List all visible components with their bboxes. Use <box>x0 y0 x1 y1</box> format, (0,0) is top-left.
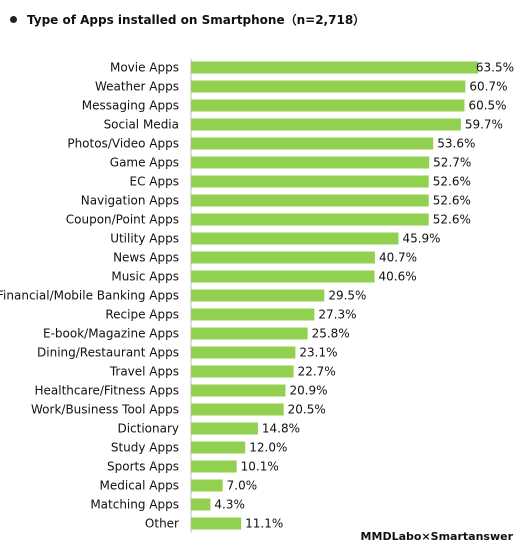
bars-layer <box>191 61 478 530</box>
data-label: 60.5% <box>468 99 506 113</box>
category-label: Recipe Apps <box>105 308 179 322</box>
category-label: E-book/Magazine Apps <box>43 327 179 341</box>
bar <box>191 137 434 150</box>
data-label: 40.7% <box>379 251 417 265</box>
category-label: Work/Business Tool Apps <box>31 403 179 417</box>
data-label: 23.1% <box>299 346 337 360</box>
bullet-icon <box>10 16 17 23</box>
bar <box>191 99 465 112</box>
bar <box>191 156 430 169</box>
bar <box>191 365 294 378</box>
category-label: Matching Apps <box>90 498 179 512</box>
data-label: 53.6% <box>437 137 475 151</box>
bar <box>191 460 237 473</box>
data-label: 4.3% <box>214 498 245 512</box>
category-label: Dictionary <box>117 422 179 436</box>
bar <box>191 118 461 131</box>
data-label: 10.1% <box>241 460 279 474</box>
data-label: 14.8% <box>262 422 300 436</box>
bar <box>191 517 242 530</box>
bar <box>191 270 375 283</box>
category-label: Game Apps <box>110 156 179 170</box>
category-label: Navigation Apps <box>81 194 179 208</box>
data-label: 20.5% <box>288 403 326 417</box>
category-label: Movie Apps <box>110 61 179 75</box>
bar <box>191 175 429 188</box>
data-label: 59.7% <box>465 118 503 132</box>
bar <box>191 80 466 93</box>
data-label: 52.6% <box>433 194 471 208</box>
data-label: 29.5% <box>328 289 366 303</box>
bar <box>191 498 211 511</box>
data-label: 52.6% <box>433 213 471 227</box>
data-label: 12.0% <box>249 441 287 455</box>
category-label: News Apps <box>113 251 179 265</box>
category-label: Social Media <box>104 118 179 132</box>
category-label: Healthcare/Fitness Apps <box>34 384 179 398</box>
bar <box>191 61 478 74</box>
category-label: Messaging Apps <box>82 99 179 113</box>
category-label: Medical Apps <box>100 479 179 493</box>
bar <box>191 479 223 492</box>
bar <box>191 384 286 397</box>
bar <box>191 213 429 226</box>
bar <box>191 308 315 321</box>
data-label: 63.5% <box>476 61 514 75</box>
data-label: 25.8% <box>312 327 350 341</box>
bar <box>191 194 429 207</box>
category-label: Utility Apps <box>110 232 179 246</box>
data-label: 60.7% <box>469 80 507 94</box>
data-label: 27.3% <box>318 308 356 322</box>
bar <box>191 403 284 416</box>
data-label: 40.6% <box>378 270 416 284</box>
category-label: Coupon/Point Apps <box>66 213 179 227</box>
category-label: Study Apps <box>111 441 179 455</box>
category-label: Financial/Mobile Banking Apps <box>0 289 179 303</box>
bar <box>191 327 308 340</box>
data-label: 52.6% <box>433 175 471 189</box>
data-label: 45.9% <box>402 232 440 246</box>
data-label: 20.9% <box>289 384 327 398</box>
bar <box>191 441 246 454</box>
category-label: Weather Apps <box>95 80 179 94</box>
category-label: EC Apps <box>130 175 179 189</box>
category-label: Music Apps <box>111 270 179 284</box>
category-label: Dining/Restaurant Apps <box>37 346 179 360</box>
data-label: 52.7% <box>433 156 471 170</box>
data-label: 7.0% <box>227 479 258 493</box>
data-label: 11.1% <box>245 517 283 531</box>
chart-title: Type of Apps installed on Smartphone（n=2… <box>10 11 365 28</box>
labels-layer: Movie Apps 63.5% Weather Apps 60.7% Messagin… <box>0 61 514 531</box>
source-credit: MMDLabo×Smartanswer <box>360 530 513 543</box>
bar <box>191 422 258 435</box>
category-label: Sports Apps <box>107 460 179 474</box>
category-label: Other <box>145 517 179 531</box>
bar <box>191 232 399 245</box>
bar <box>191 346 296 359</box>
category-label: Photos/Video Apps <box>67 137 179 151</box>
data-label: 22.7% <box>298 365 336 379</box>
bar <box>191 289 325 302</box>
chart-title-text: Type of Apps installed on Smartphone（n=2… <box>27 13 366 27</box>
category-label: Travel Apps <box>109 365 179 379</box>
bar <box>191 251 375 264</box>
